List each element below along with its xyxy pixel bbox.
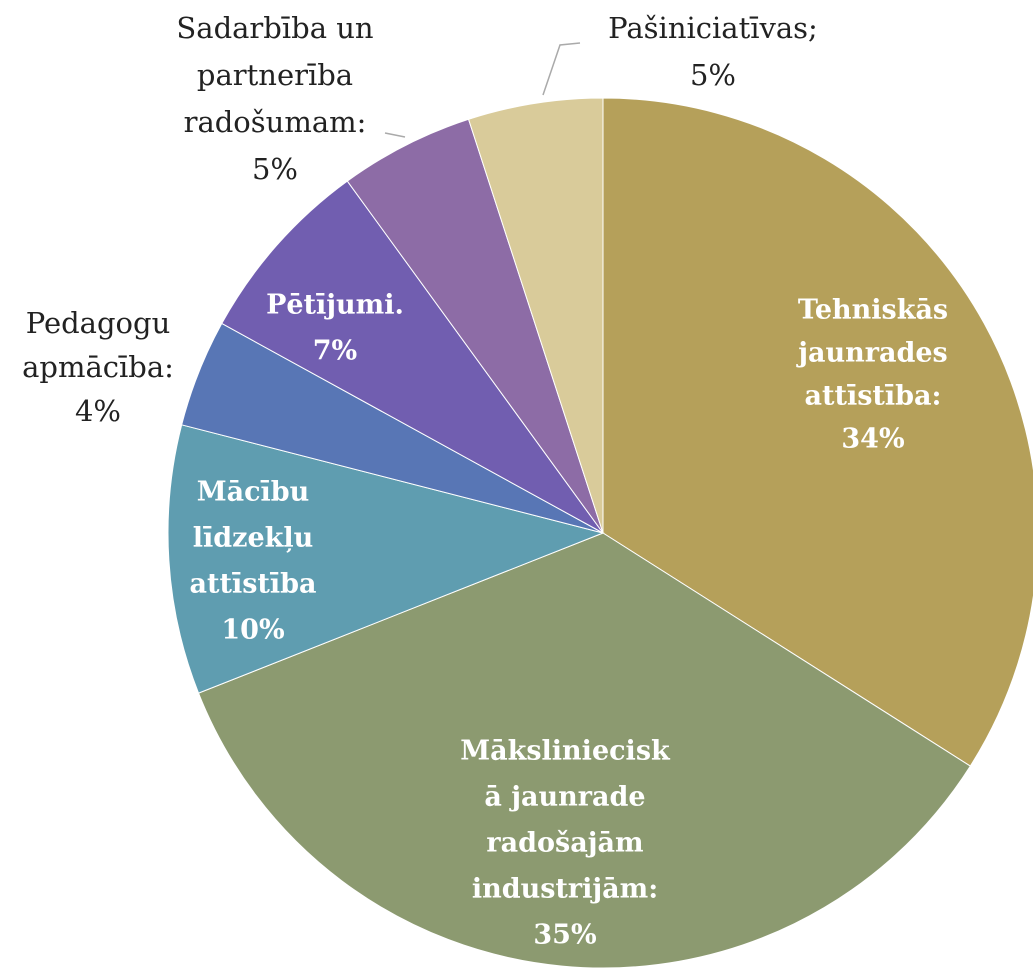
slice-label: Pašiniciatīvas;	[608, 11, 818, 45]
leader-line	[542, 42, 581, 96]
value-label: 5%	[690, 58, 736, 92]
slice-label: industrijām:	[472, 874, 658, 905]
value-label: 4%	[75, 394, 121, 428]
slice-label: attīstība:	[805, 381, 942, 412]
slice-label: radošajām	[486, 828, 643, 859]
slice-label: Pedagogu	[26, 306, 171, 340]
pie-slice	[602, 97, 1033, 767]
pie-slice	[467, 97, 604, 534]
slice-label: radošumam:	[184, 105, 367, 139]
slice-label: Tehniskās	[798, 295, 948, 326]
value-label: 10%	[221, 615, 284, 646]
slice-label: Sadarbība un	[176, 11, 373, 45]
value-label: 7%	[313, 336, 357, 367]
slice-label: apmācība:	[22, 350, 174, 384]
pie-slice	[221, 180, 604, 534]
slice-label: līdzekļu	[193, 523, 314, 554]
slice-label: jaunrades	[796, 338, 948, 369]
slice-label: Mācību	[197, 477, 310, 508]
slice-label: ā jaunrade	[484, 782, 645, 813]
leader-line	[384, 132, 406, 138]
slice-label: partnerība	[197, 58, 353, 92]
value-label: 35%	[533, 920, 596, 951]
slice-label: Māksliniecisk	[460, 736, 671, 767]
pie-slice	[167, 424, 605, 694]
slice-label: Pētījumi.	[266, 290, 404, 321]
pie-slice	[197, 532, 971, 969]
slice-label: attīstība	[190, 569, 317, 600]
value-label: 5%	[252, 152, 298, 186]
value-label: 34%	[841, 424, 904, 455]
